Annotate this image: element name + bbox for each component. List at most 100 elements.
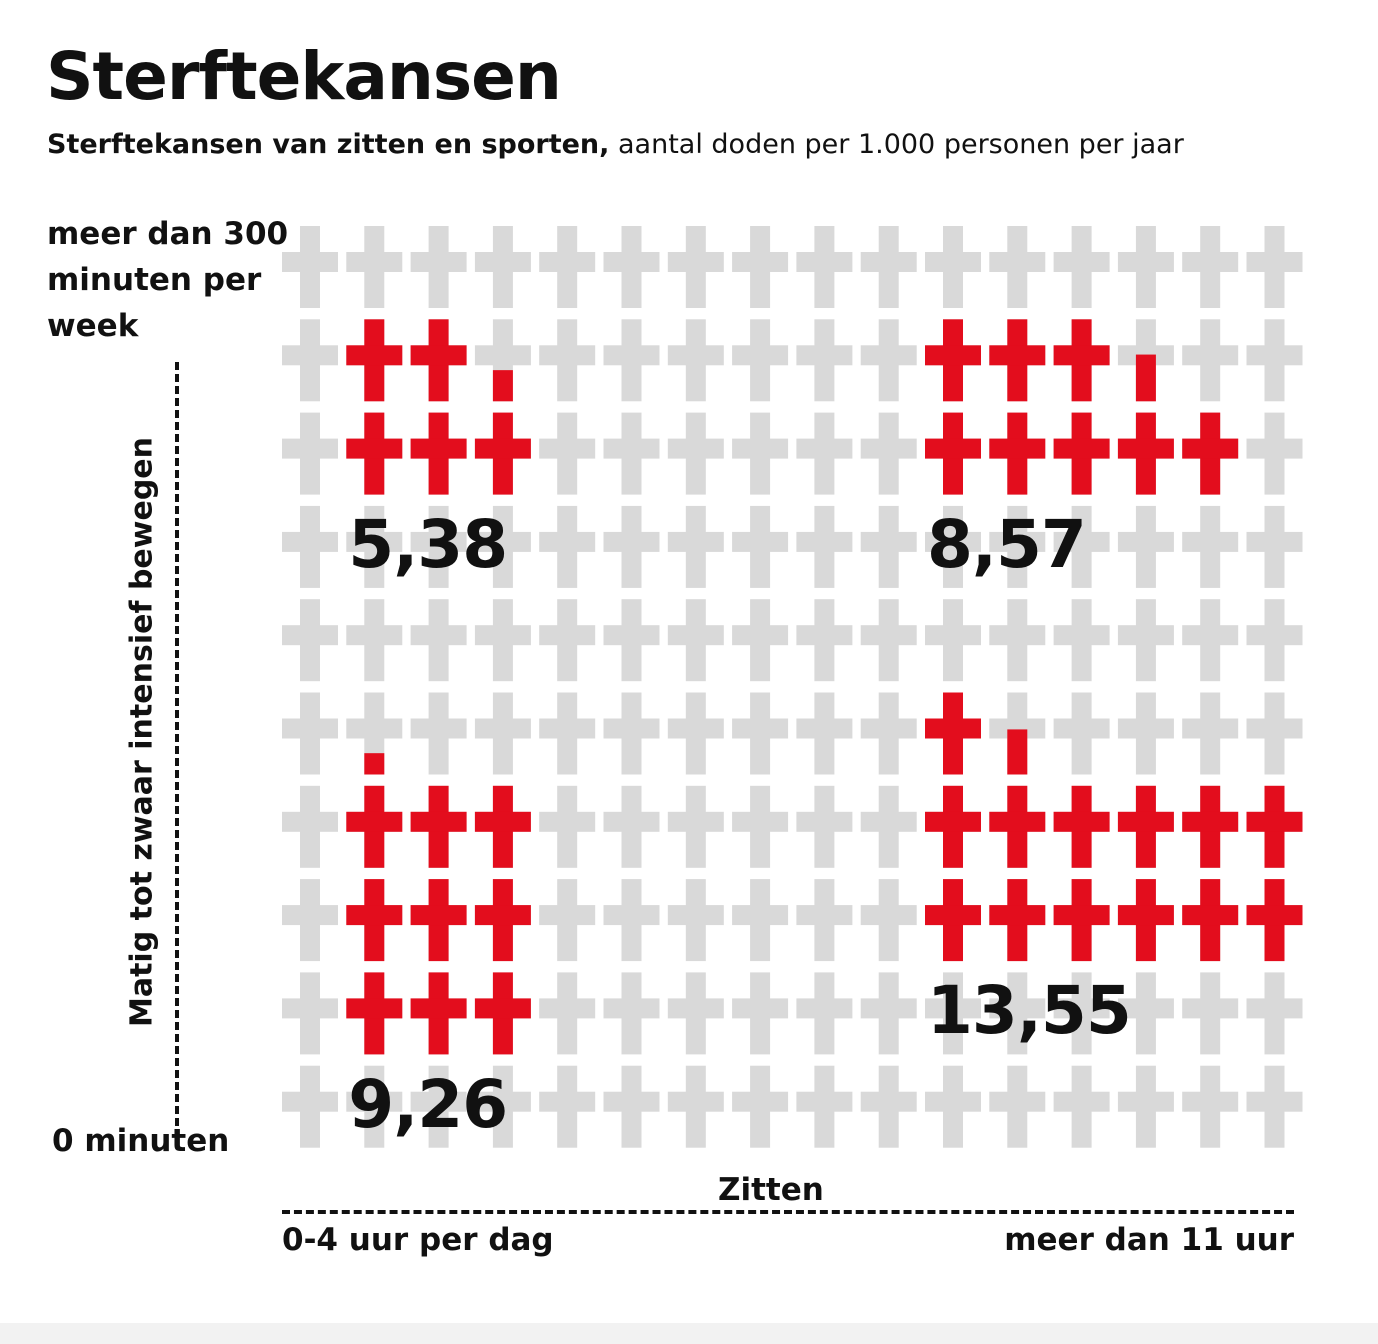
chart-title: Sterftekansen [46,38,562,115]
x-axis-left-label: 0-4 uur per dag [282,1222,554,1258]
background-cross [346,1065,403,1148]
background-cross [1246,226,1303,308]
death-cross [346,879,403,962]
background-cross [925,972,981,1055]
background-cross [796,226,853,308]
death-cross [410,785,467,868]
y-axis-bottom-label: 0 minuten [52,1123,230,1159]
partial-death-cross [492,370,513,402]
death-cross [989,412,1046,495]
background-cross [1182,692,1239,775]
background-cross [925,599,981,682]
background-cross [860,972,917,1055]
death-cross [1117,412,1174,495]
background-cross [603,319,660,402]
death-cross [410,412,467,495]
background-cross [989,226,1046,308]
background-cross [1117,226,1174,308]
death-cross [925,319,981,402]
death-cross [1246,879,1303,962]
background-cross [860,785,917,868]
background-cross [1053,599,1110,682]
death-cross [346,319,403,402]
background-cross [603,412,660,495]
background-cross [1182,599,1239,682]
background-cross [603,879,660,962]
background-cross [860,226,917,308]
background-cross [667,226,724,308]
background-cross [539,412,596,495]
background-cross [1182,226,1239,308]
background-cross [346,505,403,588]
death-cross [1246,785,1303,868]
background-cross [667,412,724,495]
background-cross [732,412,789,495]
background-cross [796,505,853,588]
death-cross [1053,319,1110,402]
death-cross [1182,785,1239,868]
death-cross [925,785,981,868]
background-cross [667,1065,724,1148]
background-cross [796,1065,853,1148]
background-cross [539,1065,596,1148]
background-cross [1246,412,1303,495]
background-cross [796,879,853,962]
background-cross [796,412,853,495]
background-cross [603,692,660,775]
background-cross [410,1065,467,1148]
background-cross [667,505,724,588]
background-cross [796,599,853,682]
background-cross [603,972,660,1055]
death-cross [474,972,531,1055]
background-cross [474,692,531,775]
background-cross [539,879,596,962]
partial-death-cross [364,753,385,775]
background-cross [474,599,531,682]
background-cross [796,692,853,775]
background-cross [1117,1065,1174,1148]
background-cross [1117,692,1174,775]
death-cross [410,972,467,1055]
background-cross [603,1065,660,1148]
background-cross [989,1065,1046,1148]
value-label-bottom-left: 9,26 [348,1065,508,1143]
background-cross [282,412,338,495]
value-label-bottom-right: 13,55 [927,972,1132,1050]
partial-death-cross [1007,729,1028,775]
chart-subtitle: Sterftekansen van zitten en sporten, aan… [47,131,1184,158]
background-cross [1246,599,1303,682]
background-cross [796,319,853,402]
background-cross [925,505,981,588]
background-cross [474,226,531,308]
background-cross [667,972,724,1055]
death-cross [346,785,403,868]
background-cross [1182,1065,1239,1148]
death-cross [1182,412,1239,495]
death-cross [1117,879,1174,962]
background-cross [539,972,596,1055]
background-cross [732,505,789,588]
background-cross [925,1065,981,1148]
background-cross [539,505,596,588]
background-cross [1053,505,1110,588]
background-cross [860,319,917,402]
death-cross [474,412,531,495]
background-cross [346,599,403,682]
death-cross [925,879,981,962]
background-cross [796,972,853,1055]
death-cross [1117,785,1174,868]
background-cross [667,785,724,868]
background-cross [282,1065,338,1148]
background-cross [474,505,531,588]
background-cross [667,879,724,962]
death-cross [925,412,981,495]
background-cross [474,1065,531,1148]
background-cross [925,226,981,308]
death-cross [1182,879,1239,962]
x-axis-right-label: meer dan 11 uur [1004,1222,1294,1258]
value-label-top-right: 8,57 [927,505,1087,583]
background-cross [410,692,467,775]
background-cross [732,785,789,868]
background-cross [1246,505,1303,588]
